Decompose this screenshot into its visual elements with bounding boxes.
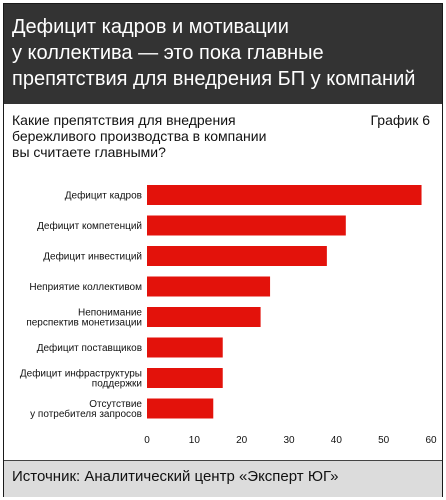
x-tick-60: 60: [425, 435, 437, 446]
x-tick-10: 10: [189, 435, 201, 446]
bar-6: [147, 337, 223, 358]
x-tick-30: 30: [283, 435, 295, 446]
category-label-7: Дефицит инфраструктуры поддержки: [20, 368, 142, 390]
chart-panel: Дефицит кадров и мотивации у коллектива …: [3, 3, 443, 497]
bar-8: [147, 398, 214, 419]
bar-4: [147, 276, 271, 297]
chart-question: Какие препятствия для внедрения бережлив…: [12, 112, 267, 160]
bar-2: [147, 215, 346, 236]
x-tick-20: 20: [236, 435, 248, 446]
bar-5: [147, 307, 261, 327]
x-tick-0: 0: [144, 435, 150, 446]
footer: Источник: Аналитический центр «Эксперт Ю…: [4, 460, 442, 497]
x-tick-50: 50: [378, 435, 390, 446]
category-label-5: Непонимание перспектив монетизации: [26, 308, 142, 329]
header-banner: Дефицит кадров и мотивации у коллектива …: [4, 4, 442, 104]
x-tick-40: 40: [331, 435, 343, 446]
source-note: Источник: Аналитический центр «Эксперт Ю…: [12, 468, 339, 485]
chart-headline: Дефицит кадров и мотивации у коллектива …: [12, 16, 416, 90]
bar-7: [147, 368, 223, 388]
chart-number-label: График 6: [370, 112, 430, 128]
category-label-2: Дефицит компетенций: [37, 220, 142, 232]
category-label-4: Неприятие коллективом: [29, 282, 142, 293]
category-label-8: Отсутствие у потребителя запросов: [30, 399, 142, 420]
bar-chart: Дефицит кадров Дефицит компетенций Дефицит…: [20, 185, 437, 446]
bar-3: [147, 246, 327, 266]
category-label-1: Дефицит кадров: [65, 190, 142, 202]
category-label-6: Дефицит поставщиков: [37, 342, 142, 354]
category-label-3: Дефицит инвестиций: [43, 251, 142, 263]
bar-1: [147, 185, 422, 205]
